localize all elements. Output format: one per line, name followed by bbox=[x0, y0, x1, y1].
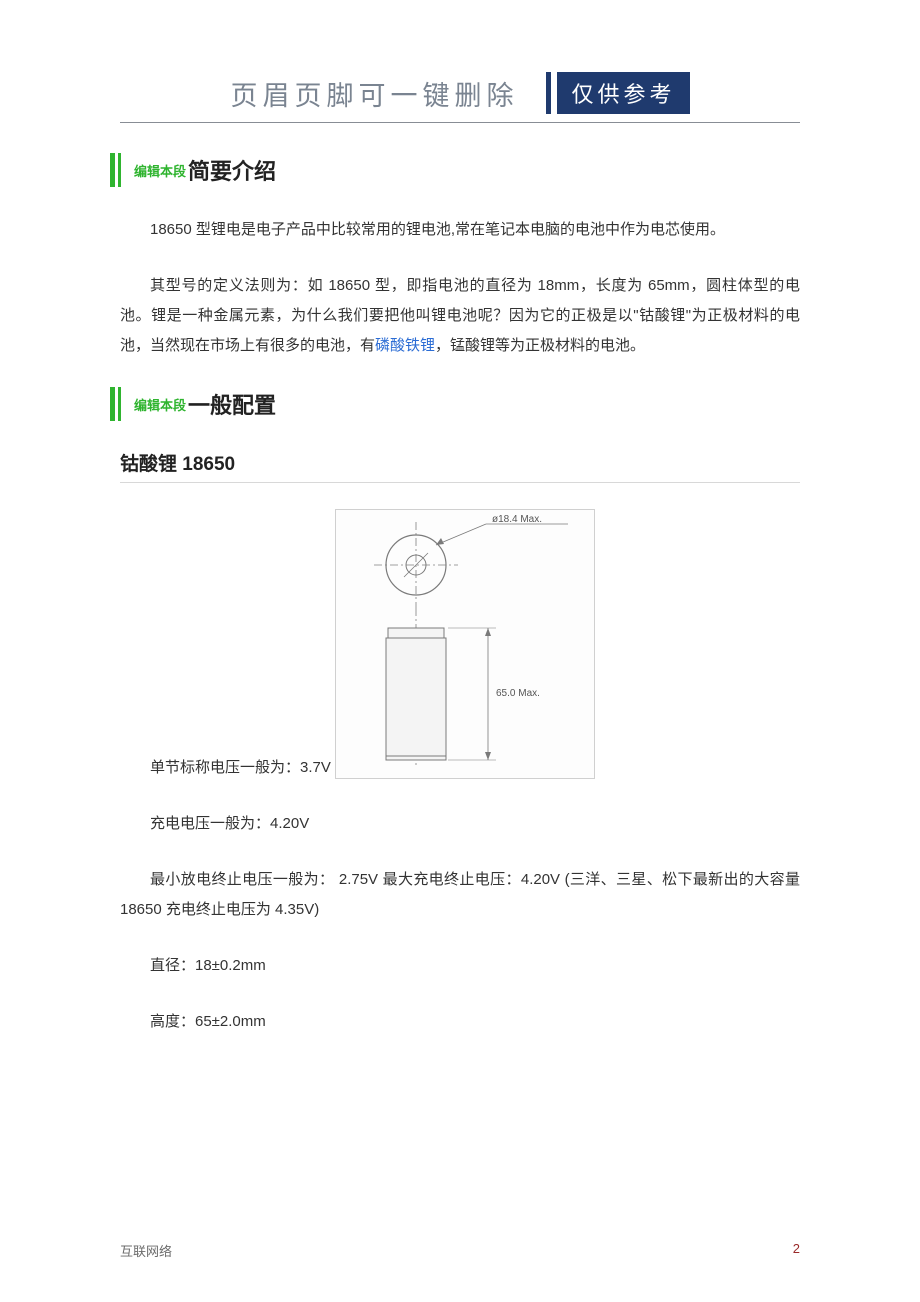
section-config-heading: 编辑本段 一般配置 bbox=[110, 387, 800, 421]
spec-discharge-text: 最小放电终止电压一般为： 2.75V 最大充电终止电压：4.20V (三洋、三星… bbox=[120, 865, 800, 925]
accent-bar bbox=[110, 387, 115, 421]
spec-diameter: 直径：18±0.2mm bbox=[120, 951, 800, 981]
accent-bar-thin bbox=[118, 153, 121, 187]
intro-paragraph-1: 18650 型锂电是电子产品中比较常用的锂电池,常在笔记本电脑的电池中作为电芯使… bbox=[120, 215, 800, 245]
accent-bar bbox=[110, 153, 115, 187]
battery-diagram-svg: ø18.4 Max. 65.0 Max. bbox=[336, 510, 594, 778]
page-footer: 互联网络 2 bbox=[120, 1241, 800, 1260]
intro-p2-part-b: ，锰酸锂等为正极材料的电池。 bbox=[435, 337, 645, 354]
header-badge: 仅供参考 bbox=[546, 72, 689, 114]
diagram-row: 单节标称电压一般为：3.7V ø18.4 Max. bbox=[120, 509, 800, 779]
height-label: 65.0 Max. bbox=[496, 688, 540, 699]
spec-charge-voltage: 充电电压一般为：4.20V bbox=[120, 809, 800, 839]
header-rule bbox=[120, 122, 800, 123]
header-title: 页眉页脚可一键删除 bbox=[230, 74, 518, 113]
spec-discharge: 最小放电终止电压一般为： 2.75V 最大充电终止电压：4.20V (三洋、三星… bbox=[120, 865, 800, 925]
page-header: 页眉页脚可一键删除 仅供参考 bbox=[120, 72, 800, 114]
section-intro-heading: 编辑本段 简要介绍 bbox=[110, 153, 800, 187]
intro-paragraph-2: 其型号的定义法则为：如 18650 型，即指电池的直径为 18mm，长度为 65… bbox=[120, 271, 800, 361]
header-badge-bar bbox=[546, 72, 551, 114]
diameter-label: ø18.4 Max. bbox=[492, 514, 542, 525]
subsection-cobalt-heading: 钴酸锂 18650 bbox=[120, 449, 800, 476]
nominal-voltage-caption: 单节标称电压一般为：3.7V bbox=[120, 756, 331, 779]
lithium-iron-phosphate-link[interactable]: 磷酸铁锂 bbox=[375, 337, 435, 354]
edit-section-link[interactable]: 编辑本段 bbox=[134, 395, 186, 414]
subsection-rule bbox=[120, 482, 800, 483]
section-intro-title: 简要介绍 bbox=[188, 154, 276, 186]
footer-source: 互联网络 bbox=[120, 1241, 172, 1260]
spec-height: 高度：65±2.0mm bbox=[120, 1007, 800, 1037]
battery-dimension-diagram: ø18.4 Max. 65.0 Max. bbox=[335, 509, 595, 779]
header-badge-text: 仅供参考 bbox=[557, 72, 689, 114]
accent-bar-thin bbox=[118, 387, 121, 421]
section-accent-bars bbox=[110, 153, 124, 187]
edit-section-link[interactable]: 编辑本段 bbox=[134, 161, 186, 180]
footer-page-number: 2 bbox=[793, 1241, 800, 1260]
section-accent-bars bbox=[110, 387, 124, 421]
section-config-title: 一般配置 bbox=[188, 388, 276, 420]
